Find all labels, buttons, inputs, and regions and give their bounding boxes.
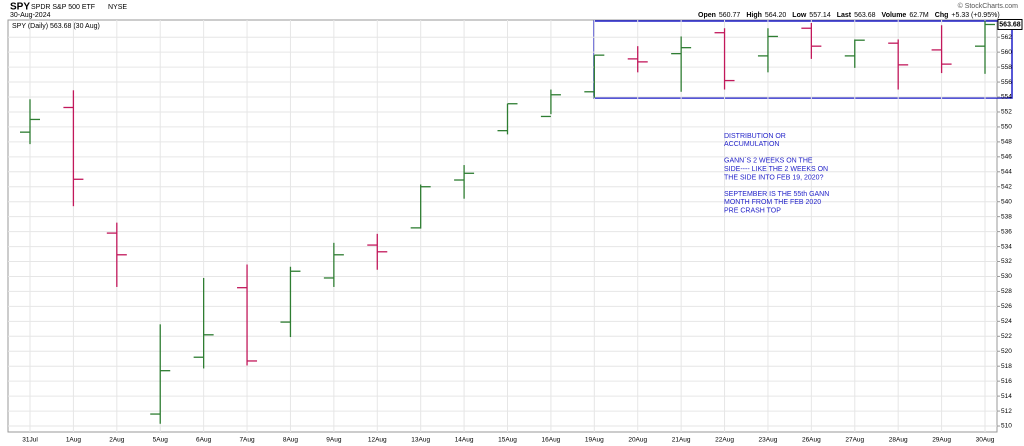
annotation-text: GANN`S 2 WEEKS ON THE xyxy=(724,158,813,165)
stat-label: Last xyxy=(837,12,852,19)
y-tick-label: 536 xyxy=(1001,228,1012,235)
y-tick-label: 540 xyxy=(1001,198,1012,205)
y-tick-label: 552 xyxy=(1001,109,1012,116)
y-tick-label: 556 xyxy=(1001,79,1012,86)
y-tick-label: 546 xyxy=(1001,154,1012,161)
x-tick-label: 14Aug xyxy=(455,437,474,444)
x-tick-label: 19Aug xyxy=(585,437,604,444)
stat-value: 62.7M xyxy=(909,12,929,19)
y-tick-label: 514 xyxy=(1001,393,1012,400)
stat-label: Open xyxy=(698,12,716,19)
stat-value: +5.33 (+0.95%) xyxy=(951,12,999,19)
x-tick-label: 30Aug xyxy=(976,437,995,444)
x-tick-label: 7Aug xyxy=(239,437,255,444)
x-tick-label: 21Aug xyxy=(672,437,691,444)
y-tick-label: 510 xyxy=(1001,423,1012,430)
stat-label: Volume xyxy=(882,12,907,19)
y-tick-label: 548 xyxy=(1001,139,1012,146)
annotation-text: DISTRIBUTION OR xyxy=(724,133,786,140)
y-tick-label: 518 xyxy=(1001,363,1012,370)
y-tick-label: 532 xyxy=(1001,258,1012,265)
x-tick-label: 28Aug xyxy=(889,437,908,444)
exchange: NYSE xyxy=(108,4,127,11)
annotation-text: THE SIDE INTO FEB 19, 2020? xyxy=(724,174,824,181)
x-tick-label: 23Aug xyxy=(759,437,778,444)
plot-frame xyxy=(7,19,998,433)
annotation-text: MONTH FROM THE FEB 2020 xyxy=(724,199,821,206)
annotation-text: ACCUMULATION xyxy=(724,141,779,148)
x-tick-label: 26Aug xyxy=(802,437,821,444)
y-tick-label: 526 xyxy=(1001,303,1012,310)
annotation-text: SIDE---- LIKE THE 2 WEEKS ON xyxy=(724,166,828,173)
copyright: © StockCharts.com xyxy=(958,2,1019,10)
date: 30-Aug-2024 xyxy=(10,12,51,19)
last-price: 563.68 xyxy=(999,21,1021,28)
x-tick-label: 22Aug xyxy=(715,437,734,444)
x-tick-label: 8Aug xyxy=(283,437,299,444)
x-tick-label: 6Aug xyxy=(196,437,212,444)
x-tick-label: 27Aug xyxy=(845,437,864,444)
symbol: SPY xyxy=(10,2,30,13)
y-tick-label: 560 xyxy=(1001,49,1012,56)
x-tick-label: 13Aug xyxy=(411,437,430,444)
y-tick-label: 558 xyxy=(1001,64,1012,71)
y-tick-label: 538 xyxy=(1001,213,1012,220)
y-tick-label: 550 xyxy=(1001,124,1012,131)
y-tick-label: 534 xyxy=(1001,243,1012,250)
y-tick-label: 516 xyxy=(1001,378,1012,385)
y-tick-label: 524 xyxy=(1001,318,1012,325)
stat-value: 557.14 xyxy=(809,12,831,19)
x-tick-label: 1Aug xyxy=(66,437,82,444)
stat-value: 560.77 xyxy=(719,12,741,19)
annotation-text: SEPTEMBER IS THE 55th GANN xyxy=(724,191,829,198)
stat-label: Low xyxy=(792,12,807,19)
stat-label: Chg xyxy=(935,12,949,19)
x-tick-label: 15Aug xyxy=(498,437,517,444)
y-tick-label: 542 xyxy=(1001,183,1012,190)
x-tick-label: 20Aug xyxy=(628,437,647,444)
x-tick-label: 12Aug xyxy=(368,437,387,444)
legend: SPY (Daily) 563.68 (30 Aug) xyxy=(12,23,100,30)
y-tick-label: 562 xyxy=(1001,34,1012,41)
x-tick-label: 2Aug xyxy=(109,437,125,444)
stat-value: 564.20 xyxy=(765,12,787,19)
security-name: SPDR S&P 500 ETF xyxy=(31,4,95,11)
stat-value: 563.68 xyxy=(854,12,876,19)
y-tick-label: 554 xyxy=(1001,94,1012,101)
y-tick-label: 528 xyxy=(1001,288,1012,295)
y-tick-label: 522 xyxy=(1001,333,1012,340)
annotation-text: PRE CRASH TOP xyxy=(724,208,781,215)
y-tick-label: 512 xyxy=(1001,408,1012,415)
y-tick-label: 530 xyxy=(1001,273,1012,280)
y-tick-label: 520 xyxy=(1001,348,1012,355)
x-tick-label: 29Aug xyxy=(932,437,951,444)
last-price-box xyxy=(997,18,1023,30)
x-tick-label: 5Aug xyxy=(153,437,169,444)
stat-label: High xyxy=(746,12,762,19)
y-tick-label: 544 xyxy=(1001,169,1012,176)
x-tick-label: 31Jul xyxy=(22,437,38,444)
x-tick-label: 16Aug xyxy=(542,437,561,444)
x-tick-label: 9Aug xyxy=(326,437,342,444)
